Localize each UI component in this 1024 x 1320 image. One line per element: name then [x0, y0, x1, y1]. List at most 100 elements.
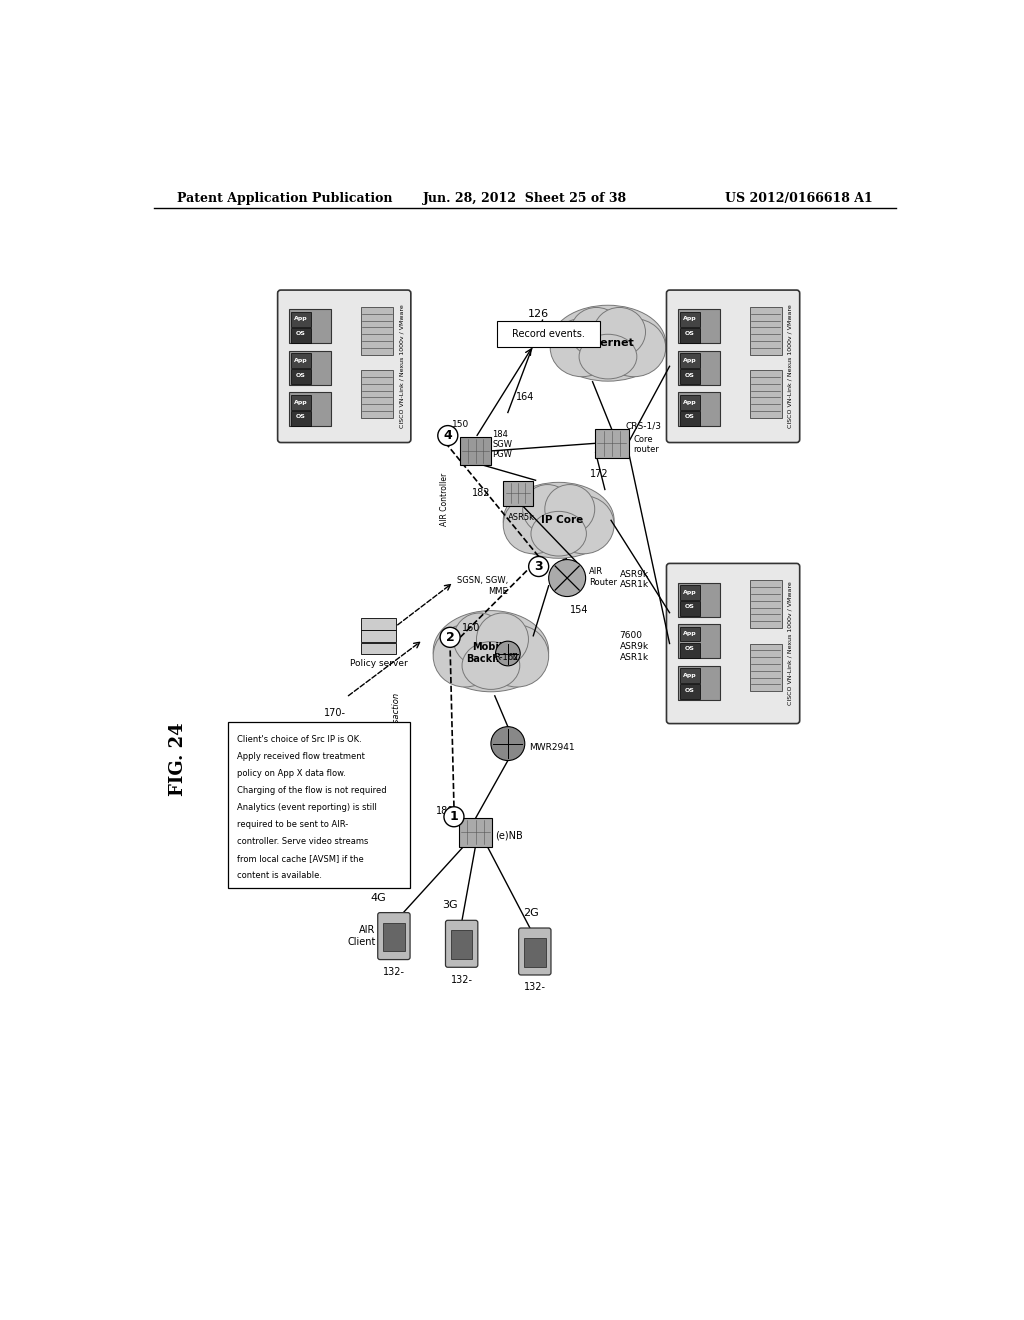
Text: CISCO VN-Link / Nexus 1000v / VMware: CISCO VN-Link / Nexus 1000v / VMware [399, 305, 404, 428]
Text: App: App [683, 590, 696, 595]
Text: App: App [683, 358, 696, 363]
FancyBboxPatch shape [680, 684, 699, 700]
Ellipse shape [545, 484, 595, 533]
FancyBboxPatch shape [680, 585, 699, 599]
Text: ASR1k: ASR1k [620, 653, 648, 661]
Text: policy on App X data flow.: policy on App X data flow. [237, 770, 346, 779]
Text: CISCO VN-Link / Nexus 1000v / VMware: CISCO VN-Link / Nexus 1000v / VMware [787, 305, 793, 428]
Circle shape [444, 807, 464, 826]
FancyBboxPatch shape [678, 665, 720, 700]
Text: OS: OS [685, 688, 694, 693]
FancyBboxPatch shape [459, 817, 493, 847]
Text: 180: 180 [435, 805, 454, 816]
Text: OS: OS [685, 414, 694, 420]
Ellipse shape [580, 334, 637, 379]
Text: IP Core: IP Core [542, 515, 584, 525]
FancyBboxPatch shape [289, 309, 331, 343]
Text: 160: 160 [462, 623, 480, 634]
Text: Analytics (event reporting) is still: Analytics (event reporting) is still [237, 803, 377, 812]
Text: ASR5k: ASR5k [508, 513, 536, 523]
Text: Core: Core [634, 436, 653, 444]
Text: Record events.: Record events. [512, 329, 585, 339]
Text: 3: 3 [535, 560, 543, 573]
Text: router: router [634, 445, 659, 454]
FancyBboxPatch shape [680, 370, 699, 384]
FancyBboxPatch shape [750, 308, 782, 355]
Text: App: App [683, 317, 696, 322]
Text: 172: 172 [590, 469, 608, 479]
Text: OS: OS [296, 414, 306, 420]
FancyBboxPatch shape [228, 722, 410, 888]
Text: OS: OS [296, 331, 306, 337]
Text: ASR9k: ASR9k [620, 570, 648, 578]
Ellipse shape [433, 611, 549, 692]
FancyBboxPatch shape [445, 920, 478, 968]
Text: OS: OS [685, 645, 694, 651]
Text: SGW: SGW [493, 441, 512, 449]
Text: 154: 154 [570, 605, 589, 615]
FancyBboxPatch shape [678, 582, 720, 616]
Text: 1: 1 [450, 810, 459, 824]
Text: Apply received flow treatment: Apply received flow treatment [237, 752, 365, 762]
Text: (e)NB: (e)NB [495, 832, 522, 841]
FancyBboxPatch shape [680, 327, 699, 343]
Text: 170-: 170- [325, 708, 346, 718]
FancyBboxPatch shape [278, 290, 411, 442]
Text: from local cache [AVSM] if the: from local cache [AVSM] if the [237, 854, 364, 863]
Text: R-162: R-162 [494, 653, 518, 661]
Text: 164: 164 [515, 392, 534, 403]
FancyBboxPatch shape [292, 327, 310, 343]
FancyBboxPatch shape [383, 923, 404, 952]
FancyBboxPatch shape [292, 395, 310, 409]
FancyBboxPatch shape [497, 321, 600, 347]
Circle shape [490, 726, 525, 760]
Text: CRS-1/3: CRS-1/3 [626, 422, 662, 430]
Text: App: App [683, 673, 696, 678]
FancyBboxPatch shape [289, 392, 331, 426]
Ellipse shape [550, 305, 666, 381]
FancyBboxPatch shape [289, 351, 331, 385]
FancyBboxPatch shape [292, 354, 310, 368]
Text: ←App X Control Transaction: ←App X Control Transaction [392, 693, 400, 809]
Text: App: App [294, 358, 307, 363]
Text: 132-: 132- [524, 982, 546, 993]
FancyBboxPatch shape [750, 370, 782, 418]
FancyBboxPatch shape [595, 429, 629, 458]
Text: 3G: 3G [442, 900, 458, 911]
FancyBboxPatch shape [678, 351, 720, 385]
FancyBboxPatch shape [292, 411, 310, 426]
FancyBboxPatch shape [360, 643, 396, 655]
Ellipse shape [503, 496, 564, 554]
Circle shape [438, 425, 458, 446]
FancyBboxPatch shape [503, 480, 532, 506]
FancyBboxPatch shape [667, 564, 800, 723]
FancyBboxPatch shape [360, 631, 396, 642]
Ellipse shape [476, 612, 528, 665]
Text: App: App [683, 400, 696, 405]
Text: 2: 2 [445, 631, 455, 644]
Circle shape [496, 642, 520, 665]
Text: Mobile: Mobile [472, 643, 509, 652]
FancyBboxPatch shape [292, 370, 310, 384]
FancyBboxPatch shape [680, 643, 699, 657]
Text: N: N [512, 653, 517, 661]
FancyBboxPatch shape [678, 392, 720, 426]
Text: 132-: 132- [451, 974, 473, 985]
Text: Client's choice of Src IP is OK.: Client's choice of Src IP is OK. [237, 735, 361, 744]
Text: AIR: AIR [589, 568, 603, 577]
FancyBboxPatch shape [680, 411, 699, 426]
Text: CISCO VN-Link / Nexus 1000v / VMware: CISCO VN-Link / Nexus 1000v / VMware [787, 582, 793, 705]
Circle shape [440, 627, 460, 647]
Text: App: App [294, 317, 307, 322]
Text: 2G: 2G [523, 908, 539, 917]
Text: 4G: 4G [371, 892, 386, 903]
FancyBboxPatch shape [451, 931, 472, 958]
Text: 182: 182 [472, 488, 490, 499]
Ellipse shape [602, 318, 666, 376]
FancyBboxPatch shape [750, 581, 782, 628]
Circle shape [549, 560, 586, 597]
Text: AIR Controller: AIR Controller [439, 473, 449, 525]
Text: App: App [683, 631, 696, 636]
Text: AIR
Client: AIR Client [347, 925, 376, 946]
Text: ASR1k: ASR1k [620, 581, 648, 590]
